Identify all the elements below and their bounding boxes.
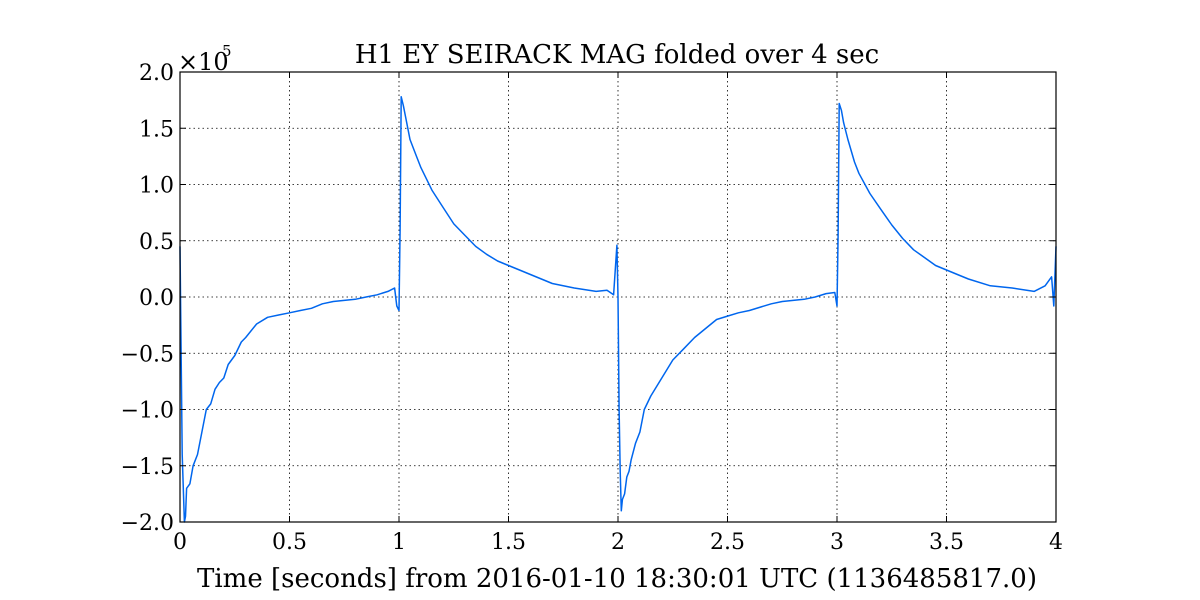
y-tick-label: 2.0 [139, 61, 174, 86]
y-tick-label: 1.0 [139, 174, 174, 199]
y-multiplier-exponent: 5 [222, 42, 232, 60]
y-tick-label: −0.5 [121, 342, 174, 367]
y-tick-label: 0.5 [139, 230, 174, 255]
x-tick-label: 1.5 [491, 530, 526, 555]
y-tick-label: −1.5 [121, 455, 174, 480]
x-tick-label: 1 [392, 530, 406, 555]
chart-title: H1 EY SEIRACK MAG folded over 4 sec [355, 40, 879, 70]
y-tick-label: −2.0 [121, 511, 174, 536]
x-tick-label: 3.5 [929, 530, 964, 555]
x-tick-label: 2.5 [710, 530, 745, 555]
x-tick-label: 2 [611, 530, 625, 555]
y-tick-label: 1.5 [139, 117, 174, 142]
x-axis-label: Time [seconds] from 2016-01-10 18:30:01 … [197, 564, 1037, 594]
y-axis-multiplier: ×10 5 [178, 42, 232, 76]
y-tick-label: −1.0 [121, 399, 174, 424]
x-tick-label: 3 [830, 530, 844, 555]
y-tick-label: 0.0 [139, 286, 174, 311]
x-tick-label: 0.5 [272, 530, 307, 555]
series-line [179, 96, 1057, 523]
plot-layer [179, 96, 1057, 523]
y-multiplier-base: ×10 [178, 48, 229, 76]
x-tick-label: 0 [173, 530, 187, 555]
tick-layer: 0 0.5 1 1.5 2 2.5 3 3.5 4 −2.0 −1.5 −1.0 −0.5 0.0 0.5 1… [121, 61, 1063, 555]
x-tick-label: 4 [1049, 530, 1063, 555]
